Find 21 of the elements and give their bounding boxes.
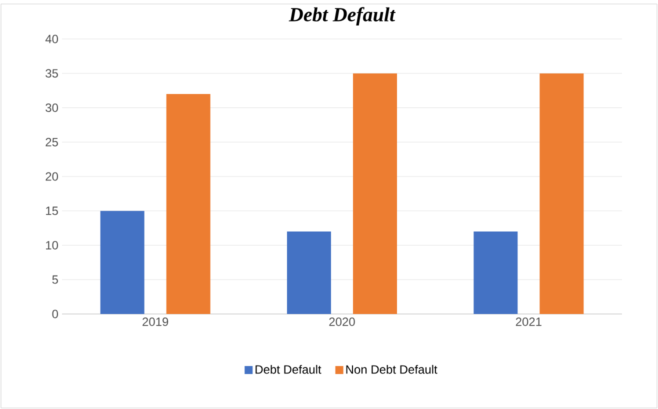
bar [287,231,332,314]
y-tick-label: 5 [52,275,58,284]
y-tick-label: 40 [45,34,58,44]
legend-label: Non Debt Default [346,364,438,374]
x-tick-label: 2020 [329,318,355,326]
bar [474,231,518,314]
y-tick-label: 35 [46,69,58,78]
x-tick-label: 2021 [516,318,542,326]
chart-title: Debt Default [288,7,396,26]
x-tick-label: 2019 [142,318,168,326]
legend-label: Debt Default [256,364,322,374]
y-tick-label: 10 [46,240,58,250]
y-tick-label: 30 [46,103,58,112]
y-tick-label: 15 [46,206,58,216]
bar [100,210,144,314]
bar [353,73,397,314]
bar [540,73,584,314]
bar [166,94,210,314]
y-tick-label: 25 [46,138,58,146]
y-tick-label: 0 [52,310,58,318]
y-tick-label: 20 [46,172,58,181]
